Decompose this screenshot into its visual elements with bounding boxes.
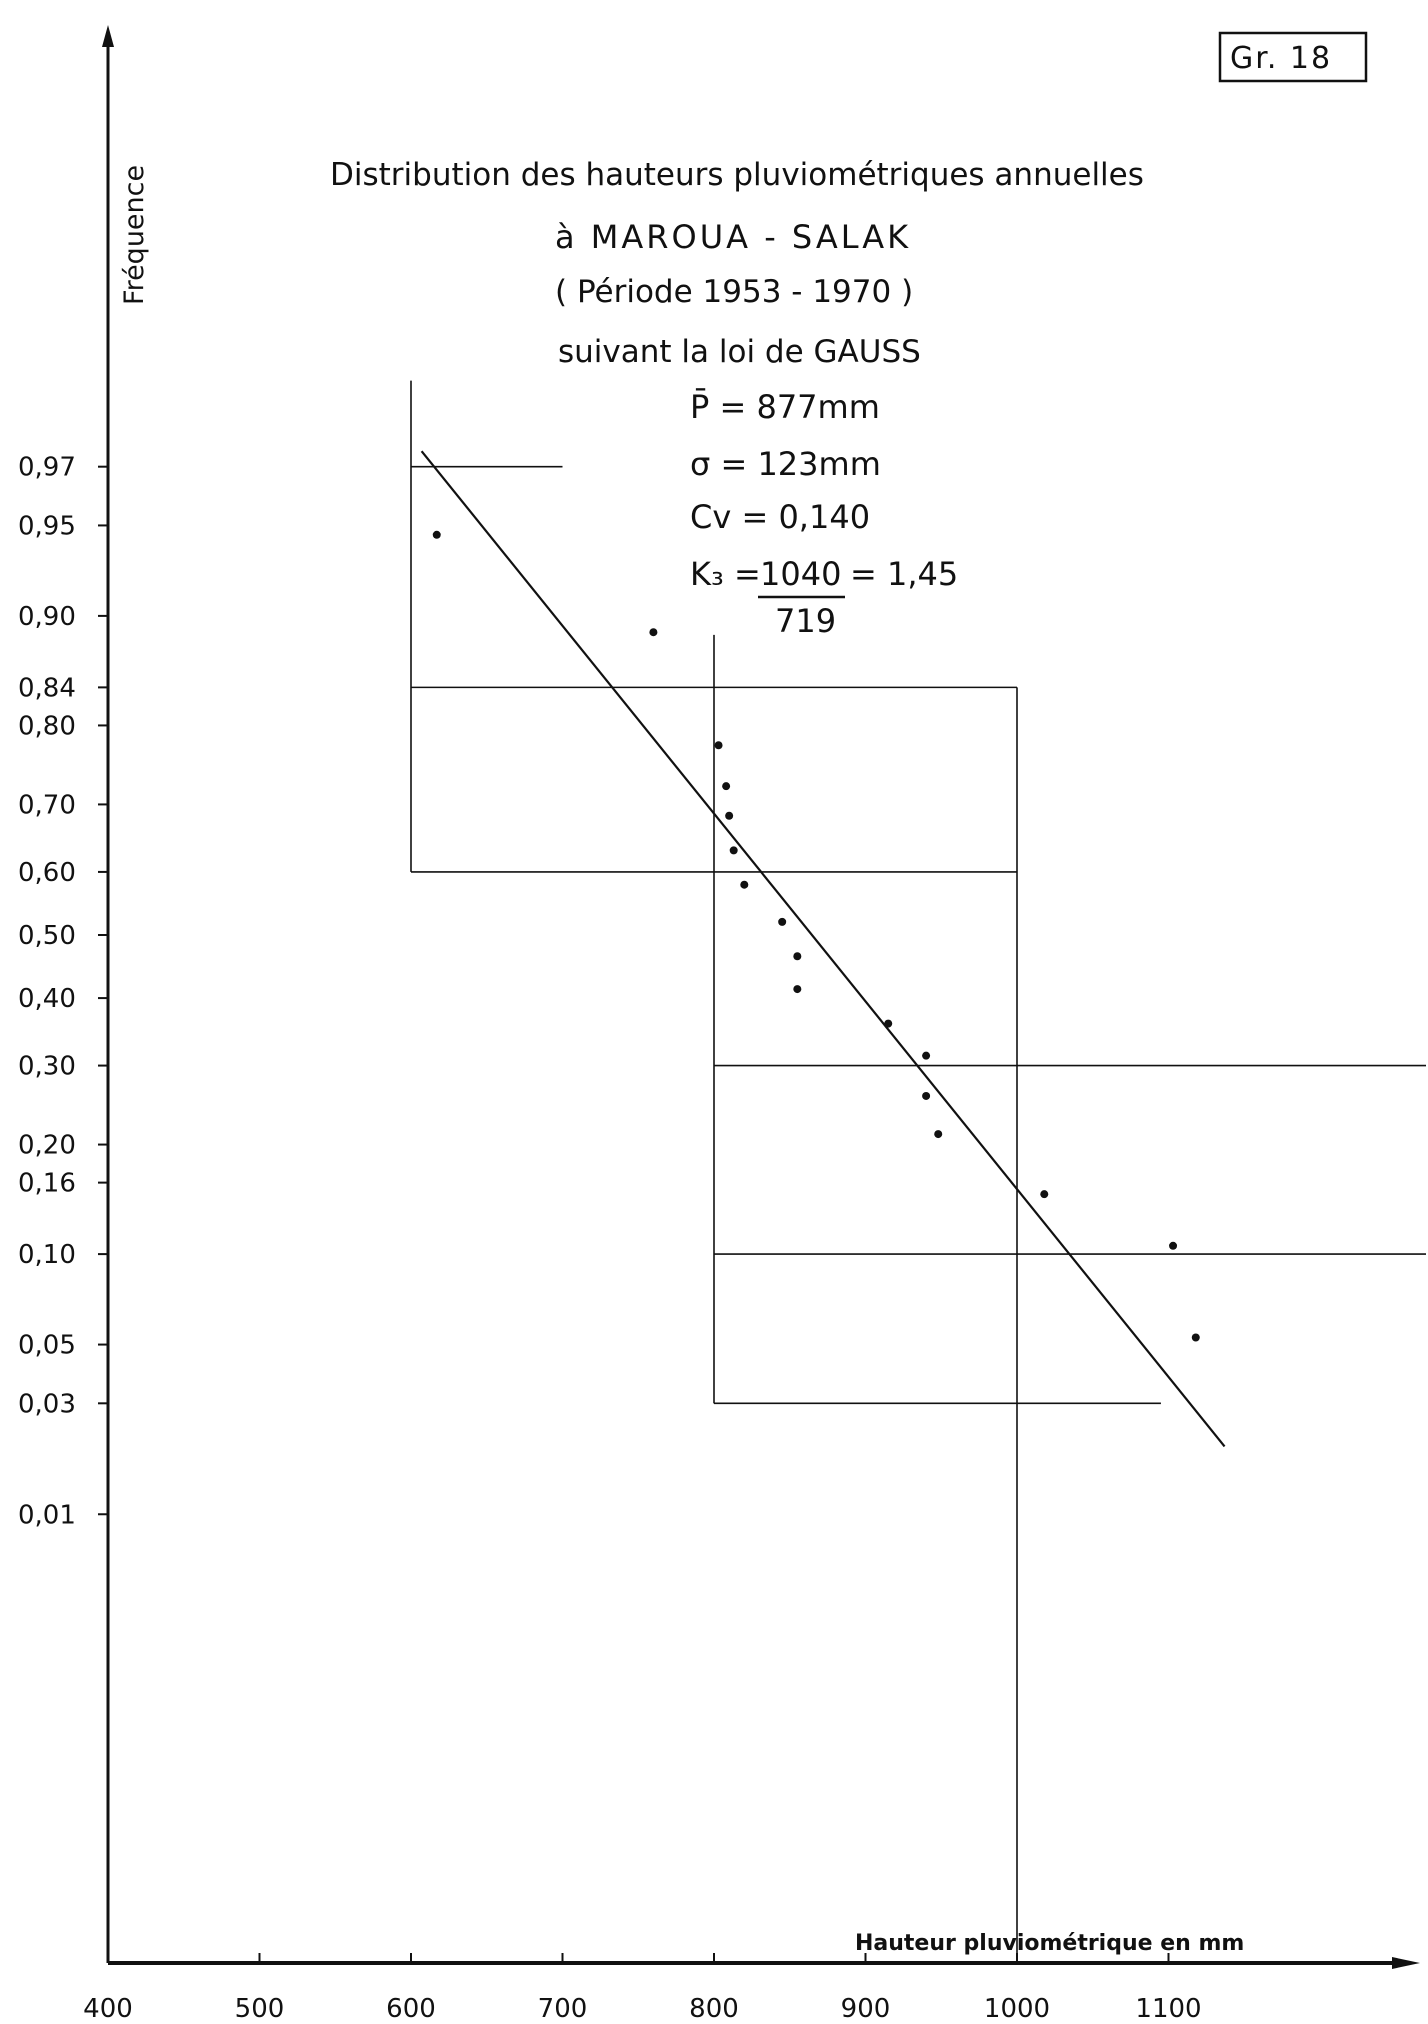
title-line-3: ( Période 1953 - 1970 ) — [555, 274, 913, 310]
stat-k3-denominator: 719 — [775, 602, 836, 640]
x-ticks: 400 500 600 700 800 900 1000 1100 — [83, 1953, 1202, 2024]
fit-line-group — [420, 450, 1226, 1448]
stat-k3-numerator: 1040 — [760, 555, 841, 593]
x-tick-label: 800 — [689, 1994, 739, 2024]
data-point — [1191, 1333, 1200, 1342]
data-point — [934, 1130, 943, 1139]
title-line-2: à MAROUA - SALAK — [555, 218, 911, 256]
y-tick-label: 0,84 — [18, 673, 76, 703]
data-point — [1040, 1190, 1049, 1199]
y-tick-label: 0,70 — [18, 790, 76, 820]
y-tick-label: 0,97 — [18, 453, 76, 483]
y-axis-arrow — [102, 25, 114, 47]
y-tick-label: 0,20 — [18, 1131, 76, 1161]
y-ticks: 0,97 0,95 0,90 0,84 0,80 0,70 0,60 0,50 0,40 0,30… — [18, 453, 108, 1530]
stamp: Gr. 18 — [1218, 31, 1368, 83]
title-line-4: suivant la loi de GAUSS — [558, 334, 921, 370]
x-axis-label: Hauteur pluviométrique en mm — [855, 1931, 1244, 1956]
data-point — [649, 628, 658, 637]
axes — [102, 25, 1420, 1969]
stat-cv: Cv = 0,140 — [690, 498, 870, 536]
x-tick-label: 700 — [538, 1994, 588, 2024]
data-point — [714, 741, 723, 750]
stamp-label: Gr. 18 — [1230, 41, 1332, 76]
x-tick-label: 400 — [83, 1994, 133, 2024]
stat-k3-result: = 1,45 — [850, 555, 958, 593]
data-point — [740, 880, 749, 889]
x-axis-arrow — [1392, 1957, 1420, 1969]
x-tick-label: 600 — [386, 1994, 436, 2024]
data-point — [722, 782, 731, 791]
y-axis-label: Fréquence — [119, 165, 150, 305]
x-tick-label: 1100 — [1135, 1994, 1201, 2024]
data-point — [922, 1051, 931, 1060]
title-line-1: Distribution des hauteurs pluviométrique… — [330, 157, 1144, 193]
y-tick-label: 0,05 — [18, 1331, 76, 1361]
x-tick-label: 900 — [841, 1994, 891, 2024]
data-point — [432, 530, 441, 539]
stamp-box — [1218, 31, 1368, 83]
y-tick-label: 0,10 — [18, 1240, 76, 1270]
x-tick-label: 1000 — [984, 1994, 1050, 2024]
x-tick-label: 500 — [235, 1994, 285, 2024]
stat-mean: P̄ = 877mm — [690, 387, 880, 426]
y-tick-label: 0,30 — [18, 1052, 76, 1082]
y-tick-label: 0,03 — [18, 1389, 76, 1419]
data-point — [884, 1019, 893, 1028]
data-point — [725, 811, 734, 820]
y-tick-label: 0,80 — [18, 711, 76, 741]
data-point — [778, 917, 787, 926]
stat-sigma: σ = 123mm — [690, 445, 881, 483]
data-points — [432, 530, 1200, 1342]
stat-k3-label: K₃ = — [690, 555, 761, 593]
reference-lines — [410, 380, 1426, 1963]
gauss-fit-line — [420, 450, 1226, 1448]
title-block: Distribution des hauteurs pluviométrique… — [330, 157, 1144, 370]
y-tick-label: 0,40 — [18, 984, 76, 1014]
y-tick-label: 0,60 — [18, 858, 76, 888]
y-tick-label: 0,16 — [18, 1169, 76, 1199]
data-point — [922, 1091, 931, 1100]
data-point — [793, 985, 802, 994]
y-tick-label: 0,90 — [18, 602, 76, 632]
data-point — [729, 846, 738, 855]
y-tick-label: 0,01 — [18, 1500, 76, 1530]
y-tick-label: 0,50 — [18, 921, 76, 951]
stats-block: P̄ = 877mm σ = 123mm Cv = 0,140 K₃ = 104… — [690, 387, 958, 640]
data-point — [793, 952, 802, 961]
y-tick-label: 0,95 — [18, 511, 76, 541]
data-point — [1169, 1241, 1178, 1250]
